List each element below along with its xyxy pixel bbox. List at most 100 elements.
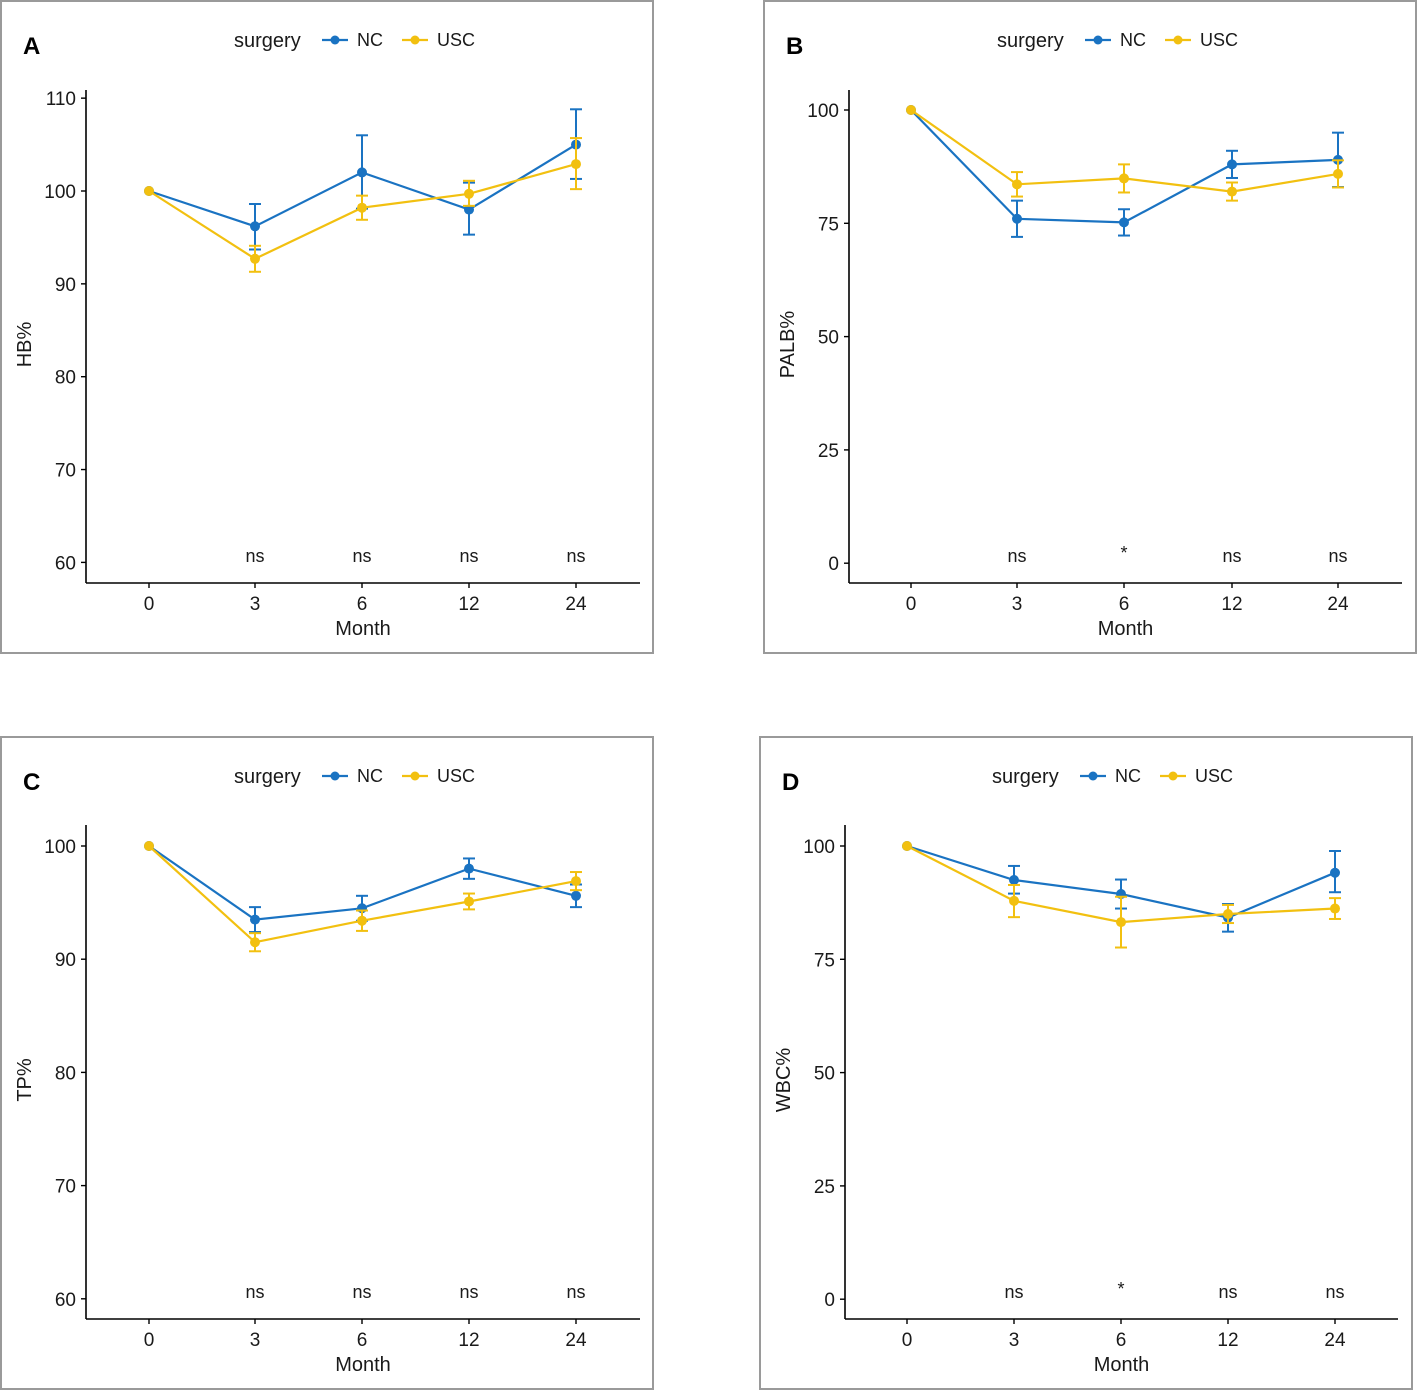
legend: surgery NC USC xyxy=(992,766,1233,788)
data-point xyxy=(1116,917,1126,928)
data-point xyxy=(464,188,474,199)
y-tick-label: 90 xyxy=(55,275,76,296)
y-tick-label: 100 xyxy=(44,837,76,858)
data-point xyxy=(906,105,916,115)
y-axis-title: HB% xyxy=(14,322,36,368)
data-point xyxy=(571,876,581,887)
series-usc xyxy=(902,841,1341,949)
x-tick-label: 6 xyxy=(1119,594,1130,615)
x-tick-label: 0 xyxy=(902,1330,913,1351)
series-usc xyxy=(144,137,582,273)
significance-label: ns xyxy=(1325,1282,1344,1302)
significance-label: ns xyxy=(1328,546,1347,566)
legend-label-usc: USC xyxy=(1200,30,1238,50)
x-tick-label: 24 xyxy=(1327,594,1349,615)
y-tick-label: 100 xyxy=(44,182,76,203)
y-tick-label: 0 xyxy=(828,554,839,575)
legend-label-nc: NC xyxy=(1115,766,1141,786)
x-tick-label: 3 xyxy=(250,594,261,615)
data-point xyxy=(1330,903,1340,914)
panel-frame xyxy=(759,736,1413,1390)
y-axis-title: PALB% xyxy=(777,311,799,379)
significance-label: ns xyxy=(352,1282,371,1302)
legend-key-dot-nc xyxy=(330,35,340,45)
y-axis-title: TP% xyxy=(14,1058,36,1102)
y-tick-label: 60 xyxy=(55,553,76,574)
x-tick-label: 12 xyxy=(458,594,479,615)
x-axis-title: Month xyxy=(335,618,391,640)
x-tick-label: 12 xyxy=(1221,594,1242,615)
data-point xyxy=(902,841,912,851)
data-point xyxy=(1330,867,1340,878)
significance-label: ns xyxy=(566,546,585,566)
x-tick-label: 0 xyxy=(144,1330,155,1351)
data-point xyxy=(1009,874,1019,885)
x-tick-label: 24 xyxy=(565,594,587,615)
y-tick-label: 75 xyxy=(818,214,839,235)
data-point xyxy=(1009,895,1019,906)
legend-key-dot-usc xyxy=(1173,35,1183,45)
data-point xyxy=(144,841,154,851)
significance-label: ns xyxy=(1004,1282,1023,1302)
significance-label: ns xyxy=(1222,546,1241,566)
significance-label: ns xyxy=(1007,546,1026,566)
series-usc xyxy=(906,105,1344,202)
legend-title: surgery xyxy=(992,766,1059,788)
legend-key-dot-usc xyxy=(410,35,420,45)
y-tick-label: 90 xyxy=(55,950,76,971)
data-point xyxy=(357,167,367,178)
x-axis-title: Month xyxy=(335,1354,391,1376)
panel-frame xyxy=(763,0,1417,654)
y-tick-label: 0 xyxy=(824,1290,835,1311)
x-axis-title: Month xyxy=(1098,618,1154,640)
data-point xyxy=(571,890,581,901)
legend-label-nc: NC xyxy=(1120,30,1146,50)
series-usc xyxy=(144,841,582,953)
data-point xyxy=(250,937,260,948)
legend-key-dot-usc xyxy=(1168,771,1178,781)
x-tick-label: 6 xyxy=(1116,1330,1127,1351)
y-tick-label: 100 xyxy=(807,101,839,122)
data-point xyxy=(1119,217,1129,228)
x-tick-label: 12 xyxy=(458,1330,479,1351)
panel-label: D xyxy=(782,769,799,796)
data-point xyxy=(1227,159,1237,170)
significance-label: * xyxy=(1120,543,1127,563)
x-tick-label: 0 xyxy=(906,594,917,615)
legend-title: surgery xyxy=(234,30,301,52)
significance-label: ns xyxy=(245,546,264,566)
legend-label-nc: NC xyxy=(357,30,383,50)
significance-label: * xyxy=(1117,1279,1124,1299)
legend-title: surgery xyxy=(234,766,301,788)
data-point xyxy=(1012,179,1022,190)
x-tick-label: 6 xyxy=(357,594,368,615)
x-tick-label: 6 xyxy=(357,1330,368,1351)
x-tick-label: 3 xyxy=(1012,594,1023,615)
legend-label-nc: NC xyxy=(357,766,383,786)
x-tick-label: 0 xyxy=(144,594,155,615)
data-point xyxy=(464,863,474,874)
data-point xyxy=(250,221,260,232)
data-point xyxy=(357,202,367,213)
significance-label: ns xyxy=(245,1282,264,1302)
y-tick-label: 80 xyxy=(55,1063,76,1084)
data-point xyxy=(464,204,474,215)
data-point xyxy=(1119,173,1129,184)
legend-key-dot-nc xyxy=(330,771,340,781)
y-tick-label: 80 xyxy=(55,368,76,389)
data-point xyxy=(1227,186,1237,197)
panel-frame xyxy=(0,736,654,1390)
legend-key-dot-nc xyxy=(1088,771,1098,781)
significance-label: ns xyxy=(459,1282,478,1302)
y-tick-label: 110 xyxy=(46,89,76,110)
y-tick-label: 50 xyxy=(818,328,839,349)
data-point xyxy=(144,186,154,196)
y-tick-label: 75 xyxy=(814,950,835,971)
y-tick-label: 70 xyxy=(55,1177,76,1198)
legend-title: surgery xyxy=(997,30,1064,52)
